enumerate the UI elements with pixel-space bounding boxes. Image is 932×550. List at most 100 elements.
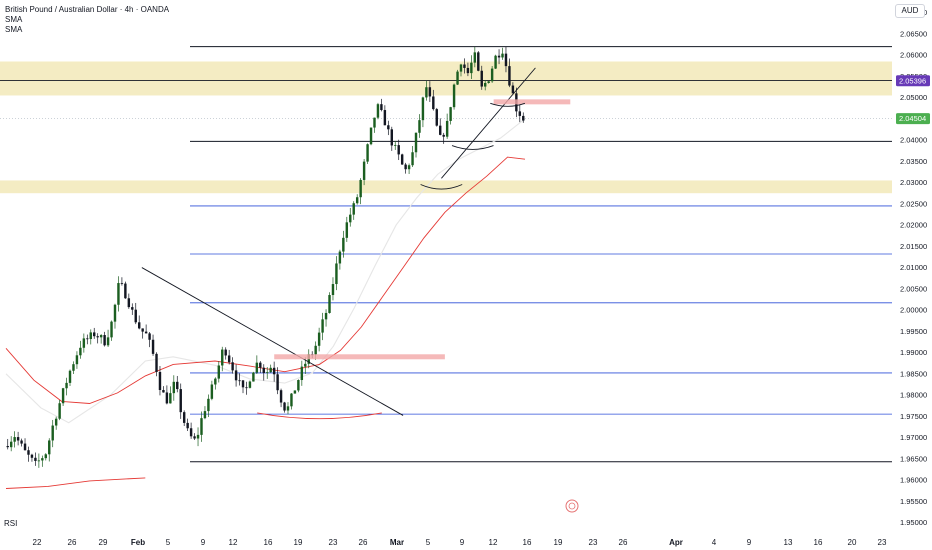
rsi-pane-label[interactable]: RSI <box>4 519 18 528</box>
supply-marker-0[interactable] <box>274 354 445 360</box>
candle-body <box>262 367 265 374</box>
candle-body <box>41 458 44 461</box>
current-price-badge[interactable] <box>896 113 930 125</box>
sma-fast-line[interactable] <box>5 118 526 424</box>
time-axis-tick: 23 <box>878 538 887 547</box>
candle-body <box>238 380 241 382</box>
candle-body <box>151 339 155 354</box>
time-axis-tick: 16 <box>523 538 532 547</box>
candle-body <box>355 197 359 204</box>
supply-marker-1[interactable] <box>493 99 571 105</box>
candle-body <box>362 161 366 180</box>
symbol-title[interactable]: British Pound / Australian Dollar · 4h ·… <box>5 5 170 14</box>
candle-body <box>89 332 92 340</box>
curve-annotation-2[interactable] <box>451 145 494 150</box>
candle-body <box>179 389 182 413</box>
alert-icon[interactable] <box>565 499 579 513</box>
candle-body <box>317 332 321 346</box>
candle-body <box>106 337 110 346</box>
time-axis[interactable] <box>0 534 932 550</box>
candle-body <box>23 443 27 451</box>
price-axis-tick: 1.96000 <box>900 476 927 485</box>
candle-body <box>383 110 387 126</box>
sma-lower-fragment-line[interactable] <box>5 477 146 489</box>
currency-selector-button[interactable]: AUD <box>895 4 925 18</box>
current-price-label: 2.04504 <box>899 114 926 123</box>
time-axis-tick: 13 <box>784 538 793 547</box>
candle-body <box>342 237 345 252</box>
candle-body <box>407 165 411 170</box>
candle-body <box>508 66 511 86</box>
candle-body <box>266 372 269 374</box>
candle-body <box>172 381 176 394</box>
candle-body <box>286 406 290 411</box>
candle-body <box>248 381 252 388</box>
time-axis-tick: 23 <box>329 538 338 547</box>
candle-body <box>241 380 245 388</box>
time-axis-tick: 26 <box>619 538 628 547</box>
sma-slow-line[interactable] <box>5 156 526 404</box>
candle-body <box>13 437 16 442</box>
curve-annotation-1[interactable] <box>420 184 463 190</box>
candle-body <box>189 428 193 437</box>
level-price-badge[interactable] <box>896 75 930 87</box>
candle-body <box>252 372 255 382</box>
candle-body <box>37 460 41 462</box>
candle-body <box>359 179 362 198</box>
candle-body <box>490 68 494 82</box>
candle-body <box>497 55 501 58</box>
candle-body <box>442 134 445 137</box>
candle-body <box>400 154 404 165</box>
price-axis-tick: 1.95500 <box>900 497 927 506</box>
time-axis-tick: 5 <box>166 538 171 547</box>
candle-body <box>245 387 248 389</box>
curve-annotation-3[interactable] <box>490 102 526 107</box>
candle-body <box>20 440 23 444</box>
time-axis-tick: 29 <box>99 538 108 547</box>
candle-body <box>324 312 328 320</box>
supply-zone-1[interactable] <box>0 180 892 194</box>
time-axis-tick: 9 <box>747 538 752 547</box>
candle-body <box>186 422 189 429</box>
candle-body <box>48 440 51 455</box>
candle-body <box>200 418 203 435</box>
candle-body <box>522 115 525 121</box>
time-axis-tick: 22 <box>33 538 42 547</box>
candle-body <box>227 355 231 363</box>
candle-body <box>376 104 380 118</box>
candle-body <box>234 370 238 381</box>
candle-body <box>203 411 207 419</box>
supply-zone-0[interactable] <box>0 61 892 96</box>
candle-body <box>134 309 137 323</box>
candle-body <box>165 392 169 404</box>
candle-body <box>214 378 217 385</box>
candle-body <box>72 364 75 371</box>
candle-body <box>221 349 224 366</box>
candle-body <box>456 71 459 85</box>
time-axis-tick: 26 <box>68 538 77 547</box>
candle-body <box>158 371 162 390</box>
candle-body <box>366 144 369 162</box>
alert-icon-inner <box>568 502 576 510</box>
price-axis-tick: 1.98500 <box>900 369 927 378</box>
sma-indicator-1[interactable]: SMA <box>5 15 23 24</box>
candle-body <box>470 62 473 74</box>
candle-body <box>439 125 442 135</box>
price-axis[interactable] <box>892 0 932 550</box>
candle-body <box>137 322 141 329</box>
candle-body <box>9 441 13 448</box>
candle-body <box>276 374 279 391</box>
candle-body <box>373 117 376 128</box>
trendline-1[interactable] <box>441 67 536 179</box>
curve-annotation-0[interactable] <box>257 412 382 420</box>
candle-body <box>452 84 456 108</box>
candle-body <box>141 328 144 332</box>
time-axis-tick: Feb <box>131 538 145 547</box>
sma-indicator-2[interactable]: SMA <box>5 25 23 34</box>
candle-body <box>487 81 490 83</box>
candle-body <box>352 203 355 215</box>
candle-body <box>58 403 61 419</box>
trendline-0[interactable] <box>141 267 404 416</box>
candle-body <box>335 263 338 285</box>
